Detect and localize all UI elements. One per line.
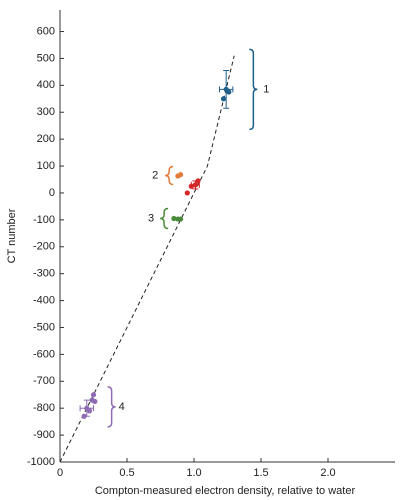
y-tick-label: -800 xyxy=(33,402,55,414)
y-tick-label: -900 xyxy=(33,429,55,441)
data-point xyxy=(92,398,98,405)
data-point xyxy=(226,89,232,95)
y-tick-label: 0 xyxy=(49,187,55,199)
y-tick-label: -600 xyxy=(33,348,55,360)
y-tick-label: -1000 xyxy=(27,456,55,468)
data-point xyxy=(171,215,177,222)
y-tick-label: 500 xyxy=(37,52,55,64)
x-tick-label: 0 xyxy=(57,467,63,479)
y-tick-label: -200 xyxy=(33,241,55,253)
y-tick-label: 200 xyxy=(37,133,55,145)
annotation: 4 xyxy=(119,401,125,413)
y-tick-label: 400 xyxy=(37,79,55,91)
x-tick-label: 1.5 xyxy=(253,467,268,479)
y-tick-label: -400 xyxy=(33,294,55,306)
data-point xyxy=(220,96,227,102)
brace xyxy=(107,386,116,428)
y-tick-label: -700 xyxy=(33,375,55,387)
y-axis-label: CT number xyxy=(6,208,18,263)
data-point xyxy=(178,172,184,178)
data-point xyxy=(195,178,201,184)
annotation: 1 xyxy=(263,83,269,95)
x-tick-label: 0.5 xyxy=(119,467,134,479)
x-axis-label: Compton-measured electron density, relat… xyxy=(95,485,356,497)
y-tick-label: 600 xyxy=(37,25,55,37)
data-point xyxy=(178,216,184,222)
y-tick-label: -300 xyxy=(33,268,55,280)
y-tick-label: 100 xyxy=(37,160,55,172)
y-tick-label: 300 xyxy=(37,106,55,118)
annotation: 3 xyxy=(148,212,154,224)
y-tick-label: -100 xyxy=(33,214,55,226)
brace xyxy=(249,48,258,131)
brace xyxy=(160,207,169,230)
fit-line xyxy=(59,55,235,463)
data-point xyxy=(90,392,97,398)
data-point xyxy=(86,408,93,414)
x-tick-label: 2.0 xyxy=(320,467,335,479)
y-tick-label: -500 xyxy=(33,321,55,333)
x-tick-label: 1.0 xyxy=(186,467,201,479)
data-point xyxy=(184,190,190,196)
brace xyxy=(165,165,174,186)
annotation: 2 xyxy=(152,169,158,181)
data-point xyxy=(192,182,198,188)
